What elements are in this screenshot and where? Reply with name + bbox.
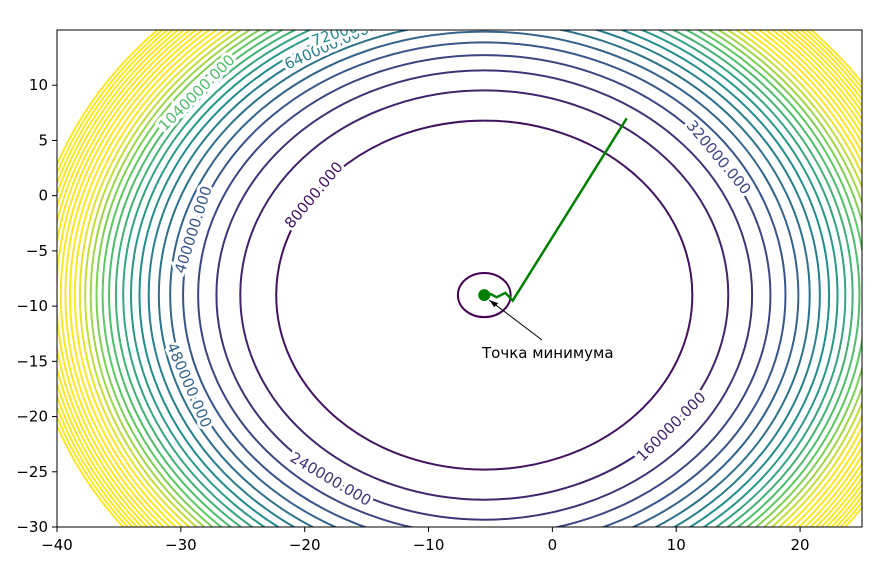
contour-line [169, 30, 800, 527]
x-tick-label: −10 [413, 536, 445, 554]
y-tick-label: −5 [26, 242, 48, 260]
y-tick-label: −30 [16, 518, 48, 536]
contour-label: 560000.000 [317, 525, 409, 563]
y-tick-label: 5 [38, 131, 48, 149]
contour-line [147, 30, 821, 527]
axes-frame [56, 29, 863, 528]
contour-line [197, 54, 772, 527]
contour-line [215, 69, 754, 521]
x-tick-label: 20 [791, 536, 810, 554]
contour-line [108, 30, 861, 527]
contour-area: 80000.000160000.000240000.000320000.0004… [57, 30, 862, 563]
contour-line [95, 30, 862, 527]
descent-path [484, 117, 628, 303]
contour-line [275, 119, 694, 471]
y-tick-label: −10 [16, 297, 48, 315]
contour-line [138, 30, 830, 527]
contour-line [64, 30, 862, 527]
contour-line [84, 30, 862, 527]
y-tick-label: −25 [16, 463, 48, 481]
contour-line [69, 30, 862, 527]
annotation-arrow [488, 299, 543, 341]
contour-line [456, 271, 512, 319]
y-tick-label: −20 [16, 408, 48, 426]
contour-line [122, 30, 847, 527]
minimum-point [478, 289, 491, 302]
contour-line [182, 41, 787, 527]
contour-line [73, 30, 862, 527]
contour-line [89, 30, 862, 527]
contour-line [157, 30, 811, 527]
y-tick-label: 10 [29, 76, 48, 94]
x-tick-label: −20 [289, 536, 321, 554]
contour-line [101, 30, 862, 527]
x-tick-label: 0 [548, 536, 558, 554]
contour-line [130, 30, 839, 527]
y-tick-label: 0 [38, 187, 48, 205]
contour-line [239, 89, 730, 501]
y-tick-label: −15 [16, 352, 48, 370]
annotation-text: Точка минимума [481, 344, 614, 362]
x-tick-label: −30 [165, 536, 197, 554]
contour-line [115, 30, 854, 527]
x-tick-label: −40 [41, 536, 73, 554]
x-tick-label: 10 [667, 536, 686, 554]
contour-line [59, 30, 862, 527]
annotation-arrowhead [489, 300, 499, 308]
contour-line [79, 30, 862, 527]
